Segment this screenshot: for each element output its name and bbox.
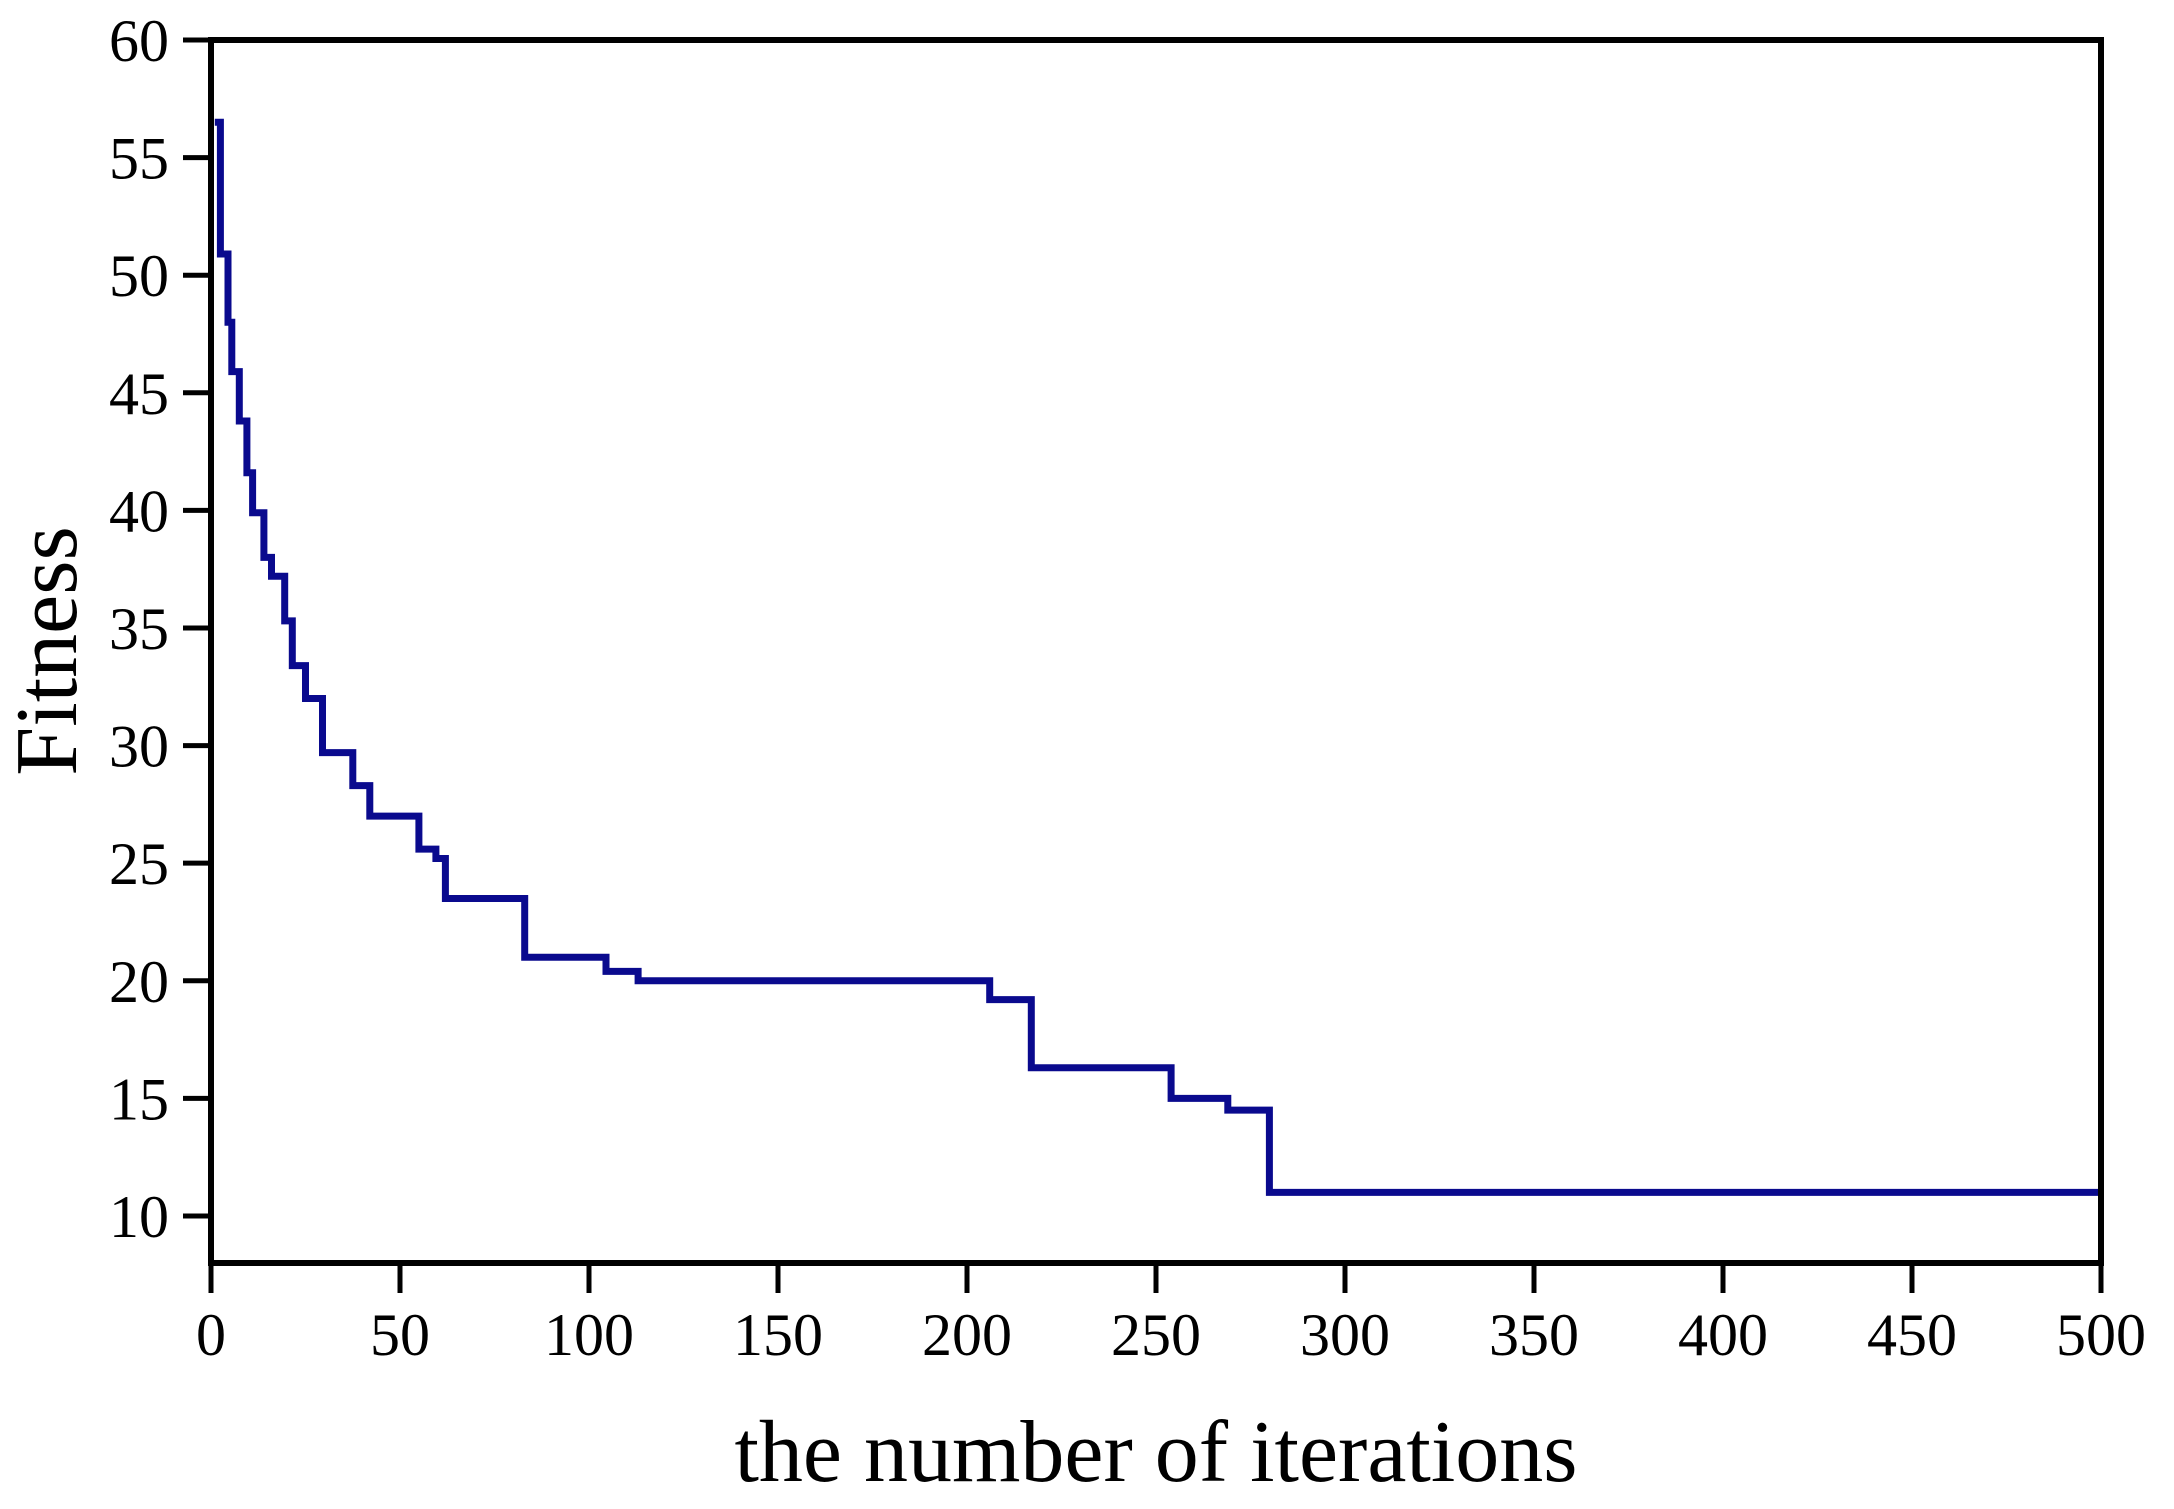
x-tick-label: 100 bbox=[544, 1302, 634, 1368]
y-tick-label: 55 bbox=[109, 126, 169, 192]
y-tick-label: 35 bbox=[109, 596, 169, 662]
y-tick-label: 45 bbox=[109, 361, 169, 427]
x-tick-label: 400 bbox=[1678, 1302, 1768, 1368]
x-axis-title: the number of iterations bbox=[734, 1404, 1577, 1501]
y-axis-title: Fitness bbox=[0, 526, 96, 775]
y-tick-label: 30 bbox=[109, 714, 169, 780]
x-tick-label: 250 bbox=[1111, 1302, 1201, 1368]
y-tick-label: 20 bbox=[109, 949, 169, 1015]
x-tick-label: 450 bbox=[1867, 1302, 1957, 1368]
x-tick-label: 200 bbox=[922, 1302, 1012, 1368]
y-tick-label: 10 bbox=[109, 1184, 169, 1250]
x-tick-label: 500 bbox=[2056, 1302, 2146, 1368]
plot-frame bbox=[208, 37, 2104, 1266]
y-tick-label: 60 bbox=[109, 8, 169, 74]
y-tick-label: 25 bbox=[109, 831, 169, 897]
fitness-curve bbox=[214, 118, 2101, 1196]
x-tick-label: 350 bbox=[1489, 1302, 1579, 1368]
y-tick-label: 15 bbox=[109, 1066, 169, 1132]
x-tick-label: 300 bbox=[1300, 1302, 1390, 1368]
x-tick-label: 150 bbox=[733, 1302, 823, 1368]
y-tick-label: 50 bbox=[109, 243, 169, 309]
y-tick-label: 40 bbox=[109, 478, 169, 544]
x-tick-label: 50 bbox=[370, 1302, 430, 1368]
x-tick-label: 0 bbox=[196, 1302, 226, 1368]
